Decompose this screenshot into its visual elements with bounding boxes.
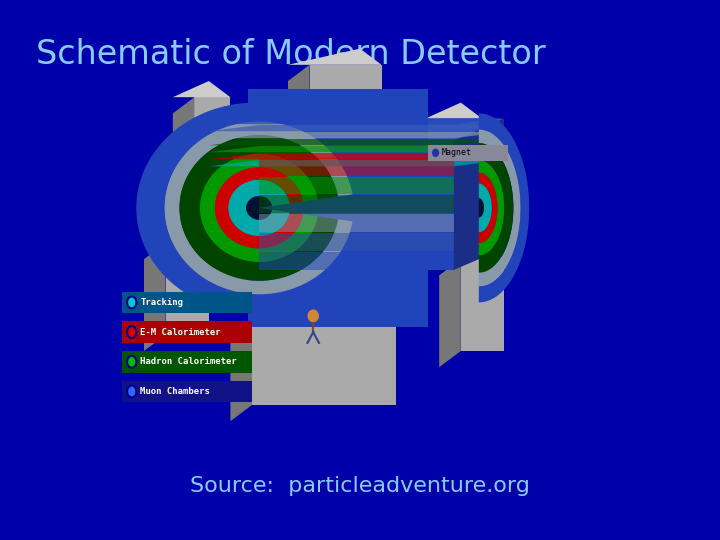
Polygon shape (209, 146, 504, 152)
Bar (122, 292, 252, 313)
Polygon shape (212, 169, 299, 247)
Polygon shape (228, 180, 289, 236)
Ellipse shape (128, 298, 135, 307)
Polygon shape (173, 81, 230, 97)
Polygon shape (479, 160, 504, 255)
Polygon shape (479, 198, 484, 218)
Polygon shape (246, 196, 272, 220)
Polygon shape (288, 65, 310, 124)
Bar (122, 381, 252, 402)
Bar (259, 177, 454, 194)
Bar (259, 214, 454, 232)
Ellipse shape (128, 327, 135, 337)
Ellipse shape (126, 295, 138, 309)
Polygon shape (209, 125, 504, 131)
Polygon shape (161, 124, 349, 292)
Polygon shape (288, 49, 382, 65)
Bar (259, 195, 454, 213)
Ellipse shape (432, 148, 439, 157)
Polygon shape (479, 143, 513, 273)
Polygon shape (197, 157, 313, 259)
Ellipse shape (126, 384, 138, 399)
Polygon shape (144, 227, 209, 243)
Polygon shape (243, 197, 268, 219)
Polygon shape (166, 243, 209, 335)
Polygon shape (176, 138, 334, 278)
Ellipse shape (128, 357, 135, 367)
Text: Tracking: Tracking (140, 298, 184, 307)
Polygon shape (225, 181, 286, 235)
Text: E-M Calorimeter: E-M Calorimeter (140, 328, 221, 336)
Bar (259, 233, 454, 251)
Ellipse shape (126, 325, 138, 339)
Ellipse shape (307, 309, 319, 322)
Polygon shape (209, 140, 454, 270)
Polygon shape (215, 167, 303, 248)
Ellipse shape (126, 355, 138, 369)
Polygon shape (136, 103, 374, 313)
Polygon shape (209, 153, 504, 159)
Polygon shape (479, 130, 521, 286)
Text: Muon Chambers: Muon Chambers (140, 387, 210, 396)
Bar (248, 89, 428, 327)
Polygon shape (209, 132, 504, 138)
Polygon shape (425, 103, 482, 119)
Polygon shape (479, 173, 498, 243)
Bar (428, 145, 508, 161)
Polygon shape (252, 324, 396, 405)
Polygon shape (310, 65, 382, 108)
Polygon shape (209, 118, 504, 124)
Polygon shape (209, 139, 504, 145)
Polygon shape (425, 119, 446, 221)
Polygon shape (479, 184, 492, 232)
Polygon shape (144, 243, 166, 351)
Ellipse shape (128, 387, 135, 396)
Text: Magnet: Magnet (441, 148, 472, 157)
Polygon shape (454, 119, 504, 270)
Bar (259, 158, 454, 176)
Text: Schematic of Modern Detector: Schematic of Modern Detector (36, 38, 546, 71)
Polygon shape (461, 259, 504, 351)
Polygon shape (194, 97, 230, 189)
Bar (122, 321, 252, 343)
Polygon shape (230, 324, 252, 421)
Text: Source:  particleadventure.org: Source: particleadventure.org (190, 476, 530, 496)
Polygon shape (439, 259, 461, 367)
Polygon shape (479, 113, 529, 302)
Bar (122, 351, 252, 373)
Polygon shape (230, 308, 396, 324)
Polygon shape (209, 160, 504, 166)
Polygon shape (165, 122, 353, 294)
Bar (259, 252, 454, 270)
Polygon shape (147, 105, 370, 310)
Polygon shape (439, 243, 504, 259)
Polygon shape (446, 119, 482, 205)
Polygon shape (200, 154, 318, 262)
Polygon shape (179, 135, 338, 281)
Polygon shape (209, 119, 504, 140)
Text: Hadron Calorimeter: Hadron Calorimeter (140, 357, 237, 366)
Polygon shape (173, 97, 194, 205)
